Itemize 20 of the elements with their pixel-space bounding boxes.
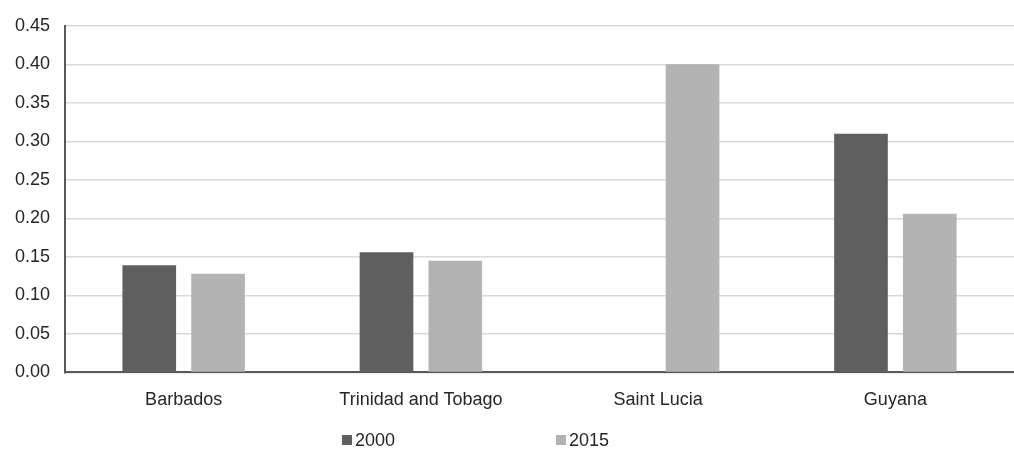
y-tick-label: 0.40: [14, 53, 51, 74]
y-tick-label: 0.25: [14, 168, 51, 189]
bar: [665, 64, 720, 372]
bar: [191, 273, 245, 372]
bar: [428, 260, 483, 372]
bar: [902, 213, 957, 372]
x-tick-label: Saint Lucia: [613, 389, 704, 410]
x-tick-label: Guyana: [863, 389, 928, 410]
y-tick-label: 0.20: [14, 207, 51, 228]
y-tick-label: 0.35: [14, 91, 51, 112]
y-tick-label: 0.00: [14, 361, 51, 382]
legend-label: 2015: [569, 429, 610, 450]
y-tick-label: 0.10: [14, 284, 51, 305]
x-tick-label: Trinidad and Tobago: [339, 389, 503, 410]
y-tick-label: 0.30: [14, 130, 51, 151]
legend-label: 2000: [355, 429, 396, 450]
x-tick-label: Barbados: [145, 389, 223, 410]
y-tick-label: 0.05: [14, 322, 51, 343]
y-tick-label: 0.15: [14, 245, 51, 266]
y-tick-label: 0.45: [14, 14, 51, 35]
